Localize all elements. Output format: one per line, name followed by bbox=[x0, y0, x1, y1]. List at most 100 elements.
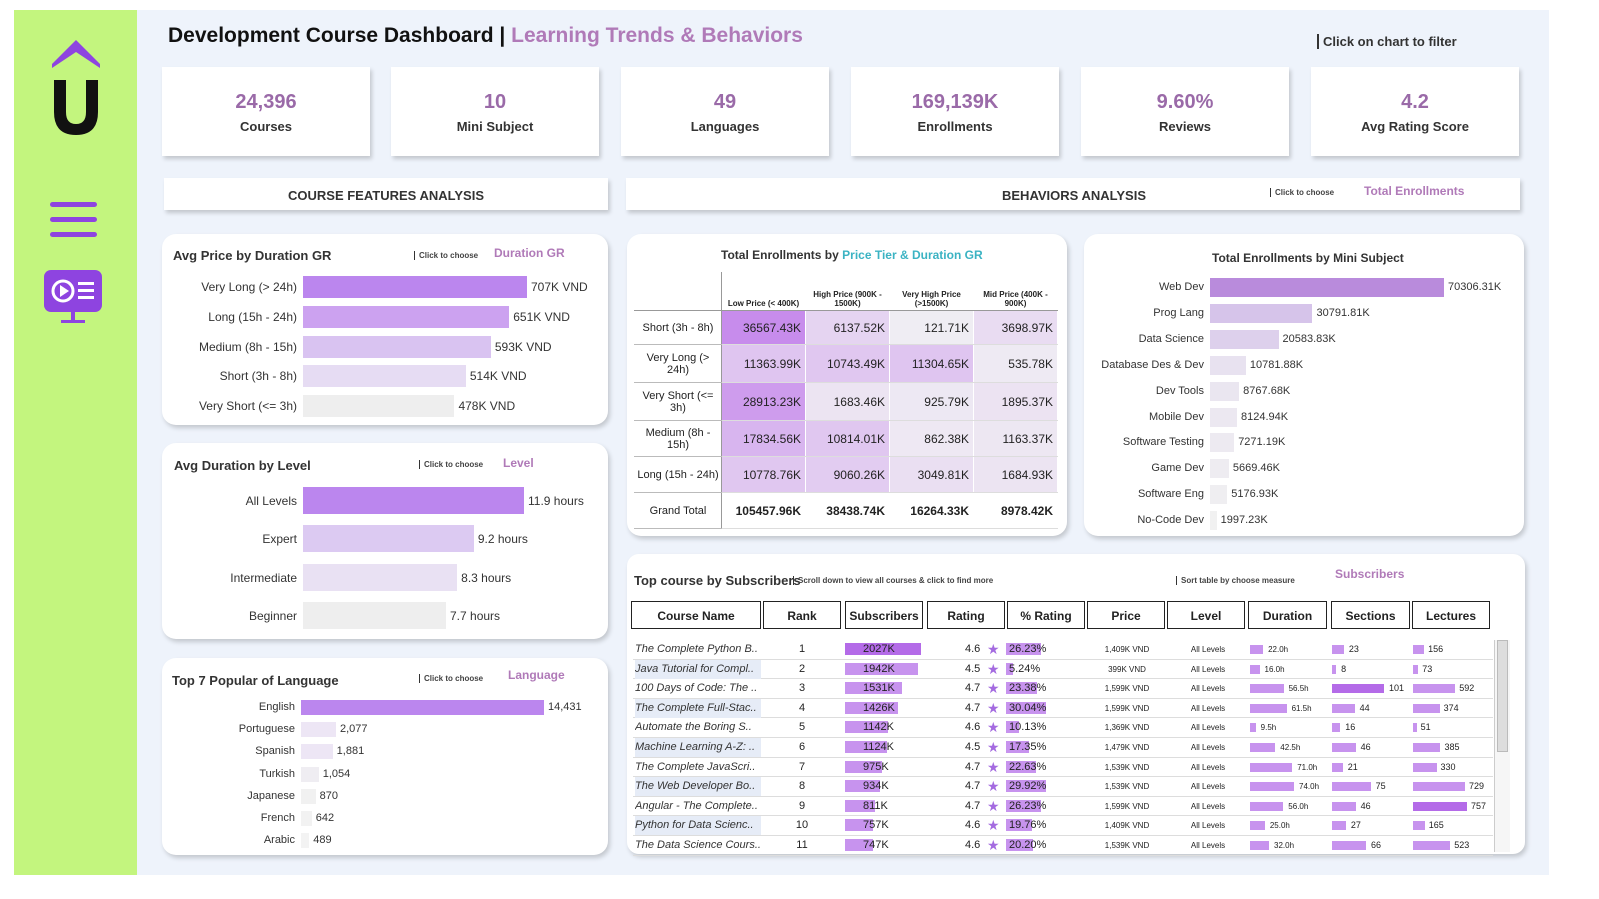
table-column-header[interactable]: Duration bbox=[1248, 601, 1327, 629]
table-row[interactable]: The Data Science Cours.. 11 747K 4.6 ★ 20.20%… bbox=[633, 836, 1493, 856]
matrix-cell[interactable]: 17834.56K bbox=[721, 420, 806, 457]
bar[interactable] bbox=[1210, 329, 1279, 349]
table-column-header[interactable]: Rank bbox=[763, 601, 841, 629]
bar[interactable] bbox=[301, 722, 336, 738]
matrix-column-header[interactable]: Low Price (< 400K) bbox=[721, 272, 806, 311]
measure-selector[interactable]: Duration GR bbox=[494, 246, 565, 260]
table-row[interactable]: The Complete Python B.. 1 2027K 4.6 ★ 26.23% 1… bbox=[633, 640, 1493, 660]
bar[interactable] bbox=[1210, 485, 1228, 505]
course-name[interactable]: The Complete JavaScri.. bbox=[635, 760, 756, 773]
table-row[interactable]: Automate the Boring S.. 5 1142K 4.6 ★ 10.13% 1… bbox=[633, 718, 1493, 738]
matrix-cell[interactable]: 6137.52K bbox=[805, 310, 890, 345]
bar[interactable] bbox=[301, 788, 316, 804]
bar[interactable] bbox=[303, 563, 458, 591]
matrix-cell[interactable]: 9060.26K bbox=[805, 456, 890, 493]
course-name[interactable]: Python for Data Scienc.. bbox=[635, 816, 761, 836]
table-column-header[interactable]: Subscribers bbox=[845, 601, 923, 629]
table-column-header[interactable]: Rating bbox=[927, 601, 1005, 629]
course-name[interactable]: The Data Science Cours.. bbox=[635, 839, 761, 851]
matrix-cell[interactable]: 862.38K bbox=[889, 420, 974, 457]
bar[interactable] bbox=[301, 833, 310, 849]
matrix-cell[interactable]: 28913.23K bbox=[721, 382, 806, 421]
chart-duration-by-level[interactable]: All Levels 11.9 hours Expert 9.2 hours Inter… bbox=[162, 443, 608, 639]
chart-language[interactable]: English 14,431 Portuguese 2,077 Spanish 1,881… bbox=[162, 658, 608, 855]
table-row[interactable]: Python for Data Scienc.. 10 757K 4.6 ★ 19.76%… bbox=[633, 816, 1493, 836]
table-column-header[interactable]: % Rating bbox=[1007, 601, 1085, 629]
table-column-header[interactable]: Sections bbox=[1331, 601, 1410, 629]
matrix-cell[interactable]: 1684.93K bbox=[973, 456, 1058, 493]
scrollbar-thumb[interactable] bbox=[1497, 640, 1508, 752]
table-row[interactable]: 100 Days of Code: The .. 3 1531K 4.7 ★ 23.38%… bbox=[633, 679, 1493, 699]
bar[interactable] bbox=[1210, 511, 1217, 531]
bar[interactable] bbox=[1210, 459, 1229, 479]
bar[interactable] bbox=[1210, 303, 1313, 323]
matrix-cell[interactable]: 36567.43K bbox=[721, 310, 806, 345]
bar[interactable] bbox=[303, 276, 527, 298]
measure-selector[interactable]: Level bbox=[503, 456, 534, 470]
matrix-cell[interactable]: 3049.81K bbox=[889, 456, 974, 493]
matrix-column-header[interactable]: Mid Price (400K - 900K) bbox=[973, 272, 1058, 311]
bar[interactable] bbox=[1210, 355, 1246, 375]
table-column-header[interactable]: Price bbox=[1087, 601, 1165, 629]
course-name[interactable]: The Complete Python B.. bbox=[635, 643, 758, 655]
table-scrollbar[interactable] bbox=[1494, 640, 1510, 852]
course-name[interactable]: Java Tutorial for Compl.. bbox=[635, 659, 761, 679]
table-row[interactable]: The Web Developer Bo.. 8 934K 4.7 ★ 29.92% 1,5… bbox=[633, 777, 1493, 797]
matrix-column-header[interactable]: High Price (900K - 1500K) bbox=[805, 272, 890, 311]
bar[interactable] bbox=[1210, 407, 1238, 427]
course-name[interactable]: The Complete Full-Stac.. bbox=[635, 698, 761, 718]
matrix-cell[interactable]: 535.78K bbox=[973, 344, 1058, 383]
table-column-header[interactable]: Level bbox=[1167, 601, 1245, 629]
matrix-cell[interactable]: 1163.37K bbox=[973, 420, 1058, 457]
course-name[interactable]: The Web Developer Bo.. bbox=[635, 777, 761, 797]
course-name[interactable]: Automate the Boring S.. bbox=[635, 721, 752, 734]
bar[interactable] bbox=[303, 487, 524, 514]
bar[interactable] bbox=[301, 766, 319, 782]
menu-icon[interactable] bbox=[50, 202, 98, 238]
video-screen-icon[interactable] bbox=[44, 270, 104, 326]
bar[interactable] bbox=[303, 365, 466, 388]
matrix-cell[interactable]: 11304.65K bbox=[889, 344, 974, 383]
bar[interactable] bbox=[1210, 433, 1235, 453]
bar[interactable] bbox=[303, 601, 446, 629]
course-name[interactable]: 100 Days of Code: The .. bbox=[635, 682, 758, 695]
bar[interactable] bbox=[303, 395, 455, 418]
table-column-header[interactable]: Lectures bbox=[1412, 601, 1490, 629]
bar[interactable] bbox=[301, 700, 544, 715]
matrix-cell[interactable]: 10778.76K bbox=[721, 456, 806, 493]
course-name[interactable]: Angular - The Complete.. bbox=[635, 799, 758, 812]
matrix-cell[interactable]: 121.71K bbox=[889, 310, 974, 345]
table-row[interactable]: Machine Learning A-Z: .. 6 1124K 4.5 ★ 17.35%… bbox=[633, 738, 1493, 758]
logo-u-icon[interactable] bbox=[50, 38, 102, 138]
table-row[interactable]: Java Tutorial for Compl.. 2 1942K 4.5 ★ 5.24%… bbox=[633, 659, 1493, 680]
bar[interactable] bbox=[1210, 381, 1240, 401]
bar[interactable] bbox=[301, 811, 312, 826]
table-row[interactable]: The Complete Full-Stac.. 4 1426K 4.7 ★ 30.04%… bbox=[633, 698, 1493, 719]
matrix-cell[interactable]: 1683.46K bbox=[805, 382, 890, 421]
matrix-cell[interactable]: 1895.37K bbox=[973, 382, 1058, 421]
matrix-cell[interactable]: 11363.99K bbox=[721, 344, 806, 383]
bar[interactable] bbox=[303, 335, 491, 358]
matrix-cell[interactable]: 3698.97K bbox=[973, 310, 1058, 345]
chart-mini-subject[interactable]: Web Dev 70306.31K Prog Lang 30791.81K Data S… bbox=[1084, 234, 1524, 536]
table-row[interactable]: Angular - The Complete.. 9 811K 4.7 ★ 26.23% 1… bbox=[633, 797, 1493, 817]
matrix-column-header[interactable]: Very High Price (>1500K) bbox=[889, 272, 974, 311]
matrix-row-label[interactable]: Short (3h - 8h) bbox=[634, 310, 722, 345]
matrix-cell[interactable]: 10743.49K bbox=[805, 344, 890, 383]
matrix-row-label[interactable]: Long (15h - 24h) bbox=[634, 456, 722, 493]
measure-selector[interactable]: Language bbox=[508, 668, 565, 682]
matrix-row-label[interactable]: Very Short (<= 3h) bbox=[634, 382, 722, 421]
bar[interactable] bbox=[1210, 278, 1444, 297]
bar[interactable] bbox=[303, 305, 510, 328]
matrix-cell[interactable]: 925.79K bbox=[889, 382, 974, 421]
table-row[interactable]: The Complete JavaScri.. 7 975K 4.7 ★ 22.63% 1,… bbox=[633, 758, 1493, 778]
bar[interactable] bbox=[303, 525, 474, 553]
matrix-row-label[interactable]: Medium (8h - 15h) bbox=[634, 420, 722, 457]
behaviors-measure-selector[interactable]: Total Enrollments bbox=[1364, 184, 1465, 198]
course-name[interactable]: Machine Learning A-Z: .. bbox=[635, 738, 761, 757]
chart-price-by-duration[interactable]: Very Long (> 24h) 707K VND Long (15h - 24h… bbox=[162, 234, 608, 425]
bar[interactable] bbox=[301, 744, 333, 760]
sort-measure-selector[interactable]: Subscribers bbox=[1335, 567, 1405, 581]
matrix-table[interactable]: Low Price (< 400K) High Price (900K - 150… bbox=[634, 272, 1058, 529]
table-column-header[interactable]: Course Name bbox=[631, 601, 761, 629]
